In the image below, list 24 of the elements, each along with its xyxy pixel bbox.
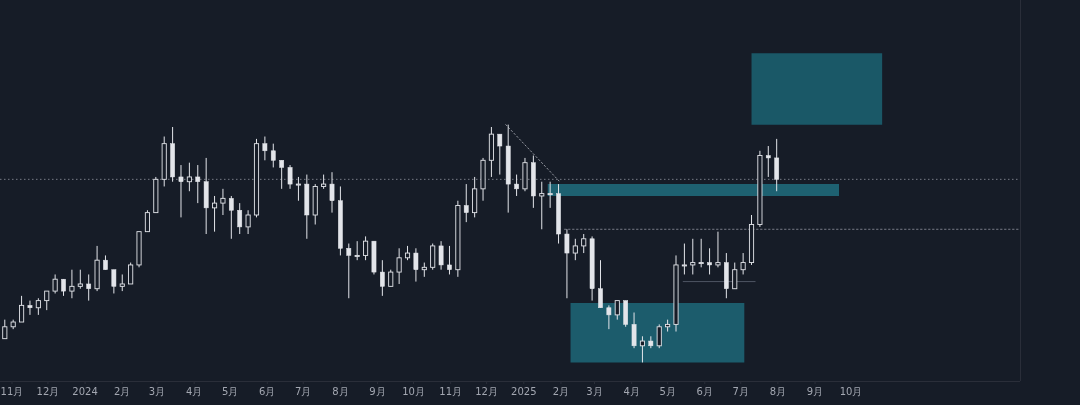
- x-tick-label: 10月: [402, 386, 425, 397]
- x-tick-label: 6月: [259, 386, 276, 397]
- x-tick-label: 9月: [806, 386, 824, 397]
- x-tick-label: 5月: [659, 386, 676, 397]
- x-tick-label: 2月: [552, 386, 570, 397]
- x-tick-label: 12月: [475, 386, 498, 397]
- x-tick-label: 7月: [732, 386, 749, 397]
- x-tick-label: 12月: [36, 386, 60, 397]
- x-tick-label: 3月: [148, 386, 166, 397]
- x-tick-label: 2025: [511, 386, 537, 397]
- x-tick-label: 3月: [586, 386, 603, 397]
- x-tick-label: 5月: [221, 386, 239, 397]
- x-tick-label: 4月: [185, 386, 203, 397]
- x-tick-label: 9月: [369, 386, 386, 397]
- x-tick-label: 8月: [769, 386, 787, 397]
- x-tick-label: 11月: [0, 386, 24, 397]
- x-tick-label: 10月: [839, 386, 863, 397]
- x-tick-label: 4月: [623, 386, 640, 397]
- x-tick-label: 2月: [114, 386, 131, 397]
- x-tick-label: 2024: [72, 386, 98, 397]
- x-tick-label: 7月: [295, 386, 312, 397]
- x-tick-label: 6月: [696, 386, 713, 397]
- x-tick-label: 8月: [332, 386, 349, 397]
- x-tick-label: 11月: [439, 386, 463, 397]
